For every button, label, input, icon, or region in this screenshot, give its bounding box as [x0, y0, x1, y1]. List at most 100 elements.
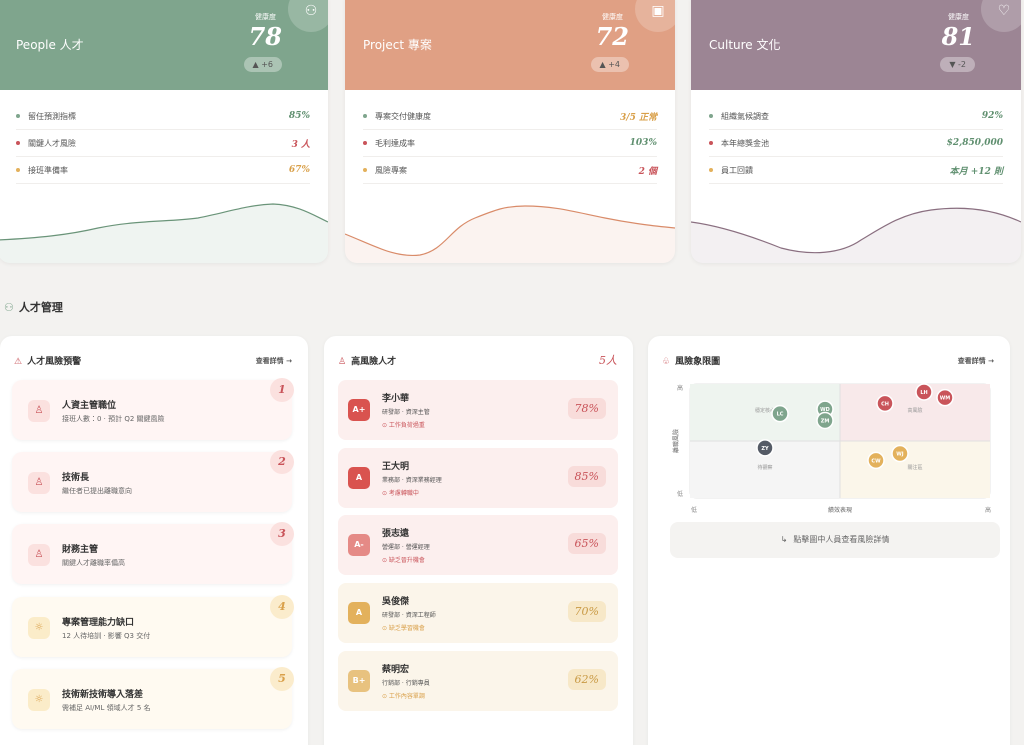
grade-badge: A — [348, 467, 370, 489]
risk-score: 78% — [567, 398, 606, 419]
metric-label-text: 組織氣候調查 — [721, 111, 769, 121]
person-name: 吳俊傑 — [382, 597, 410, 607]
person-reason: ⊙ 缺乏學習機會 — [382, 625, 425, 632]
sparkline-line — [345, 205, 675, 257]
quadrant-label: 高風險 — [907, 407, 922, 414]
risk-count: 5人 — [599, 354, 617, 367]
alert-item[interactable]: ♙ 財務主管關鍵人才離職率偏高 3 — [12, 522, 294, 584]
x-tick-label: 高 — [985, 506, 991, 514]
bubble-label: ZM — [821, 418, 830, 424]
quadrant-label: 關注區 — [907, 464, 922, 471]
metric-row: 毛利達成率 103% — [363, 130, 657, 157]
bubble-label: LC — [777, 412, 784, 418]
person-bubble[interactable] — [867, 451, 885, 470]
person-dept: 研發部 · 資深主管 — [382, 409, 430, 416]
metric-label: 員工回饋 — [709, 165, 753, 176]
person-name: 蔡明宏 — [382, 665, 410, 675]
person-row[interactable]: A+ 李小華 研發部 · 資深主管 ⊙ 工作負荷過重 78% — [338, 380, 618, 440]
section-title-text: 人才管理 — [18, 301, 63, 314]
y-tick-label: 高 — [677, 384, 683, 392]
card-icon[interactable]: ⚇ — [288, 0, 328, 32]
score-delta: ▼ -2 — [940, 57, 975, 72]
panel-title-text: 高風險人才 — [351, 357, 397, 367]
sparkline — [0, 203, 328, 263]
person-name: 張志遠 — [382, 529, 410, 539]
alert-title: 財務主管 — [62, 545, 99, 555]
metric-value: 本月 +12 則 — [949, 166, 1003, 177]
metric-label-text: 本年總獎金池 — [721, 138, 769, 148]
metric-label-text: 接班準備率 — [28, 165, 68, 175]
person-bubble[interactable] — [891, 444, 909, 463]
alert-rank: 1 — [270, 378, 294, 402]
risk-score: 70% — [567, 601, 606, 622]
metric-label-text: 專案交付健康度 — [375, 111, 431, 121]
panel-icon: ♙ — [338, 357, 347, 367]
person-bubble[interactable] — [876, 394, 894, 413]
alert-item[interactable]: ♙ 人資主管職位 接班人數：0 · 預計 Q2 關鍵風險 1 — [12, 378, 294, 440]
metric-label: 專案交付健康度 — [363, 111, 431, 122]
quadrant — [690, 384, 840, 441]
alert-item[interactable]: ☼ 專案管理能力缺口 12 人待培訓 · 影響 Q3 交付 4 — [12, 595, 294, 657]
metric-dot — [709, 168, 713, 172]
grade-badge: A+ — [348, 399, 370, 421]
alert-rank: 5 — [270, 667, 294, 691]
bubble-label: LH — [920, 390, 927, 396]
sparkline-area — [345, 206, 675, 263]
sparkline-area — [691, 208, 1021, 263]
person-name: 李小華 — [382, 394, 410, 404]
metric-value: 103% — [629, 138, 657, 148]
person-reason: ⊙ 缺乏晉升機會 — [382, 557, 425, 564]
metric-value: 3 人 — [291, 139, 310, 150]
person-dept: 營運部 · 營運經理 — [382, 544, 430, 551]
y-tick-label: 低 — [677, 490, 683, 498]
kpi-card: Project 專案 健康度 72 ▲ +4 ▣ 專案交付健康度 3/5 正常 毛利達成率 10… — [345, 0, 675, 263]
x-tick-label: 低 — [691, 506, 697, 514]
person-bubble[interactable] — [816, 411, 834, 430]
risk-score: 62% — [567, 669, 606, 690]
panel-title-text: 風險象限圖 — [675, 357, 721, 367]
person-bubble[interactable] — [915, 383, 933, 401]
bubble-label: CH — [881, 401, 889, 407]
person-row[interactable]: A 王大明 業務部 · 資深業務經理 ⊙ 考慮轉職中 85% — [338, 448, 618, 508]
person-name: 王大明 — [382, 462, 410, 472]
panel-link[interactable]: 查看詳情 → — [957, 357, 994, 365]
alert-desc: 關鍵人才離職率偏高 — [62, 559, 125, 567]
sparkline-line — [0, 203, 328, 241]
person-row[interactable]: A 吳俊傑 研發部 · 資深工程師 ⊙ 缺乏學習機會 70% — [338, 583, 618, 643]
metric-label: 毛利達成率 — [363, 138, 415, 149]
panel-icon: ⚠ — [14, 357, 23, 367]
metric-value: $2,850,000 — [946, 138, 1003, 148]
score-label: 健康度 — [602, 13, 623, 21]
metric-dot — [363, 168, 367, 172]
person-bubble[interactable] — [936, 388, 954, 407]
metric-label-text: 毛利達成率 — [375, 138, 415, 148]
metric-label: 風險專案 — [363, 165, 407, 176]
score-label: 健康度 — [255, 13, 276, 21]
metric-row: 關鍵人才風險 3 人 — [16, 130, 310, 157]
quadrant-label: 穩定核心 — [755, 407, 775, 414]
alert-item[interactable]: ♙ 技術長 繼任者已提出離職意向 2 — [12, 450, 294, 512]
panel-link[interactable]: 查看詳情 → — [255, 357, 292, 365]
person-row[interactable]: A- 張志遠 營運部 · 營運經理 ⊙ 缺乏晉升機會 65% — [338, 515, 618, 575]
card-icon[interactable]: ♡ — [981, 0, 1021, 32]
metric-value: 85% — [288, 111, 310, 121]
alert-icon: ♙ — [28, 544, 50, 566]
person-bubble[interactable] — [771, 404, 789, 423]
alert-item[interactable]: ☼ 技術新技術導入落差 需補足 AI/ML 領域人才 5 名 5 — [12, 667, 294, 729]
panel-title: ♙ 高風險人才 — [338, 354, 396, 367]
person-row[interactable]: B+ 蔡明宏 行銷部 · 行銷專員 ⊙ 工作內容單調 62% — [338, 651, 618, 711]
alert-title: 技術長 — [62, 473, 90, 483]
alert-rank: 4 — [270, 595, 294, 619]
bubble-label: ZY — [761, 446, 769, 452]
metric-row: 本年總獎金池 $2,850,000 — [709, 130, 1003, 157]
alert-desc: 12 人待培訓 · 影響 Q3 交付 — [62, 632, 151, 640]
alert-desc: 需補足 AI/ML 領域人才 5 名 — [62, 704, 151, 712]
bubble-label: WD — [820, 407, 830, 413]
metric-value: 92% — [981, 111, 1003, 121]
alert-rank: 3 — [270, 522, 294, 546]
person-bubble[interactable] — [756, 439, 774, 457]
card-header: Culture 文化 健康度 81 ▼ -2 ♡ — [691, 0, 1021, 90]
quadrant — [840, 384, 990, 441]
section-icon: ⚇ — [4, 301, 14, 314]
card-title: People 人才 — [16, 38, 84, 52]
